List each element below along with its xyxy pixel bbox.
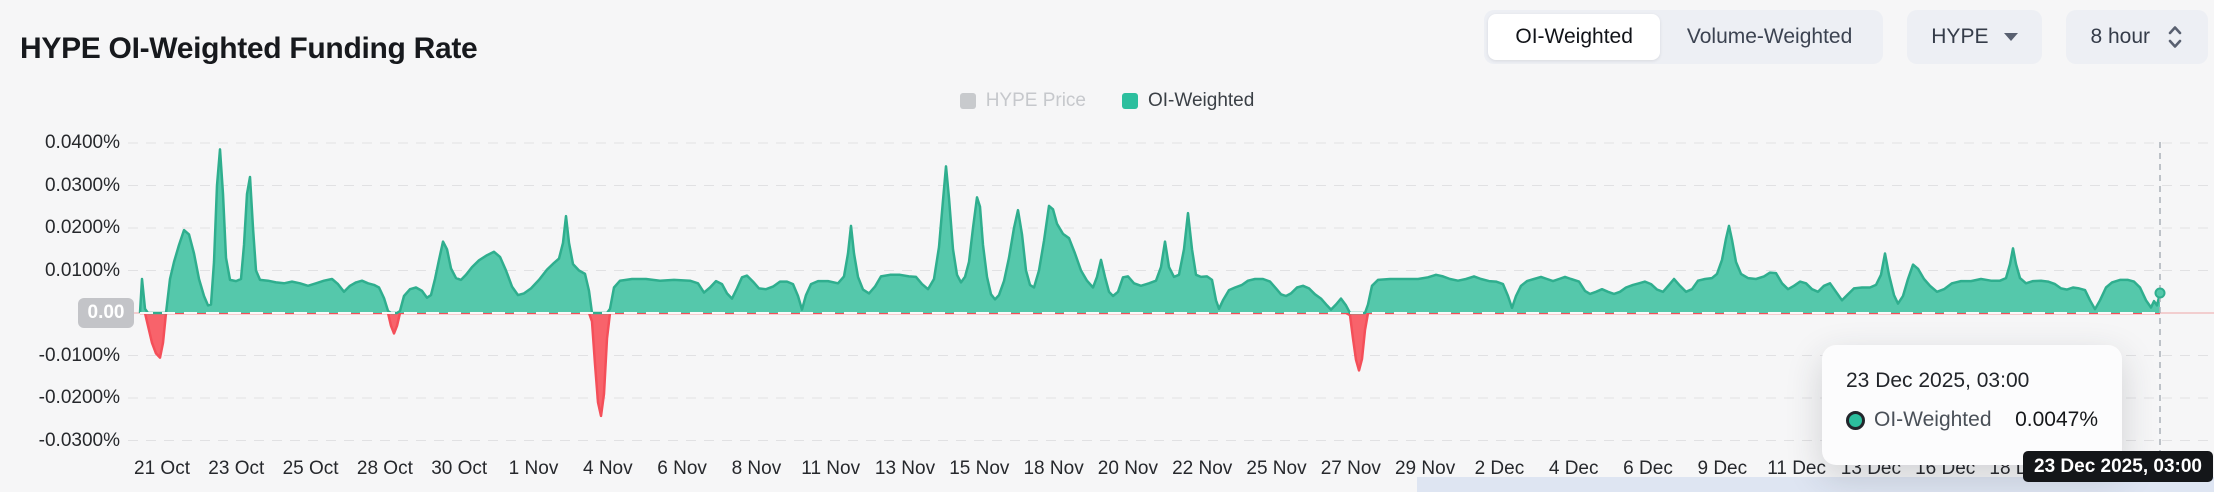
x-axis-tick-label: 13 Nov [874, 458, 936, 479]
weighting-toggle: OI-Weighted Volume-Weighted [1484, 10, 1884, 64]
coin-select-value: HYPE [1931, 25, 1989, 48]
x-axis-tick-label: 9 Dec [1697, 458, 1748, 479]
zero-line-badge: 0.00 [78, 298, 134, 328]
x-axis-tick-label: 15 Nov [949, 458, 1010, 479]
x-axis-tick-label: 6 Dec [1623, 458, 1673, 479]
y-axis-tick-label: -0.0200% [38, 387, 120, 408]
y-axis-tick-label: 0.0200% [44, 217, 120, 238]
tooltip-datetime: 23 Dec 2025, 03:00 [1846, 369, 2030, 392]
x-axis-tick-label: 4 Dec [1548, 458, 1599, 479]
y-axis-tick-label: 0.0100% [44, 259, 120, 281]
interval-select[interactable]: 8 hour [2066, 10, 2208, 64]
x-axis-tick-label: 22 Nov [1172, 458, 1233, 479]
legend-swatch-oi-weighted [1122, 93, 1138, 109]
x-axis-tick-label: 30 Oct [431, 458, 488, 479]
y-axis-tick-label: -0.0300% [38, 429, 120, 451]
chart-tooltip: 23 Dec 2025, 03:00 OI-Weighted 0.0047% [1822, 345, 2122, 465]
chevrons-up-down-icon [2166, 24, 2184, 50]
x-axis-tick-label: 25 Oct [282, 458, 339, 479]
x-axis-tick-label: 21 Oct [134, 458, 190, 479]
chart-controls: OI-Weighted Volume-Weighted HYPE 8 hour [1484, 10, 2208, 64]
legend-item-hype-price[interactable]: HYPE Price [959, 90, 1086, 112]
toggle-volume-weighted[interactable]: Volume-Weighted [1660, 14, 1879, 60]
y-axis-tick-label: -0.0100% [38, 344, 120, 366]
caret-down-icon [2004, 33, 2019, 41]
time-range-scrollbar[interactable] [1417, 477, 2214, 492]
x-axis-tick-label: 4 Nov [582, 458, 633, 479]
legend-label: OI-Weighted [1148, 90, 1255, 111]
x-axis-tick-label: 29 Nov [1394, 458, 1456, 479]
legend-item-oi-weighted[interactable]: OI-Weighted [1122, 90, 1254, 112]
x-axis-tick-label: 11 Dec [1767, 458, 1826, 479]
x-axis-tick-label: 1 Nov [508, 458, 559, 479]
crosshair-date-badge: 23 Dec 2025, 03:00 [2023, 451, 2213, 482]
y-axis-tick-label: 0.0300% [44, 174, 120, 196]
tooltip-row: OI-Weighted 0.0047% [1846, 408, 2098, 432]
x-axis-tick-label: 2 Dec [1474, 458, 1525, 479]
x-axis-tick-label: 6 Nov [657, 458, 707, 479]
x-axis-tick-label: 25 Nov [1246, 458, 1307, 479]
x-axis-tick-label: 20 Nov [1097, 458, 1158, 479]
interval-select-value: 8 hour [2090, 25, 2150, 48]
x-axis-tick-label: 23 Oct [208, 458, 265, 479]
x-axis-tick-label: 11 Nov [801, 458, 861, 479]
legend-label: HYPE Price [985, 90, 1086, 111]
x-axis-tick-label: 27 Nov [1320, 458, 1381, 479]
x-axis-tick-label: 28 Oct [356, 458, 413, 479]
tooltip-series-dot-icon [1846, 410, 1865, 430]
page-title: HYPE OI-Weighted Funding Rate [20, 32, 478, 66]
y-axis-tick-label: 0.0400% [44, 132, 120, 153]
legend-swatch-hype-price [959, 93, 976, 109]
tooltip-value: 0.0047% [2015, 408, 2098, 431]
chart-legend: HYPE Price OI-Weighted [0, 90, 2214, 112]
toggle-oi-weighted[interactable]: OI-Weighted [1488, 14, 1660, 60]
tooltip-series-name: OI-Weighted [1874, 408, 1992, 431]
x-axis-tick-label: 8 Nov [731, 458, 782, 479]
coin-select[interactable]: HYPE [1907, 10, 2043, 64]
x-axis-tick-label: 18 Nov [1023, 458, 1084, 479]
